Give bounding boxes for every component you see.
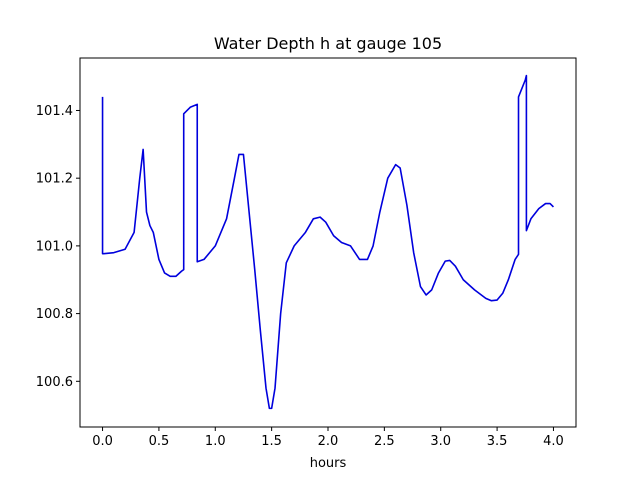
x-tick-label: 4.0 <box>543 434 564 449</box>
x-tick-label: 2.0 <box>318 434 339 449</box>
y-axis: 100.6 100.8 101.0 101.2 101.4 <box>36 104 80 390</box>
x-tick-label: 1.5 <box>261 434 282 449</box>
x-tick-label: 0.0 <box>92 434 113 449</box>
x-axis-label: hours <box>310 456 347 471</box>
y-tick-label: 101.2 <box>36 172 73 187</box>
plot-series <box>101 74 555 410</box>
x-tick-label: 3.5 <box>487 434 508 449</box>
x-tick-label: 2.5 <box>374 434 395 449</box>
x-axis: 0.0 0.5 1.0 1.5 2.0 2.5 3.0 3.5 4.0 <box>92 427 564 449</box>
y-tick-label: 101.0 <box>36 239 73 254</box>
chart-title: Water Depth h at gauge 105 <box>214 34 442 53</box>
y-tick-label: 101.4 <box>36 104 73 119</box>
x-tick-label: 0.5 <box>149 434 170 449</box>
x-tick-label: 3.0 <box>430 434 451 449</box>
y-tick-label: 100.6 <box>36 375 73 390</box>
series-line-0 <box>101 74 555 410</box>
x-tick-label: 1.0 <box>205 434 226 449</box>
plot-frame <box>79 57 577 428</box>
y-tick-label: 100.8 <box>36 307 73 322</box>
